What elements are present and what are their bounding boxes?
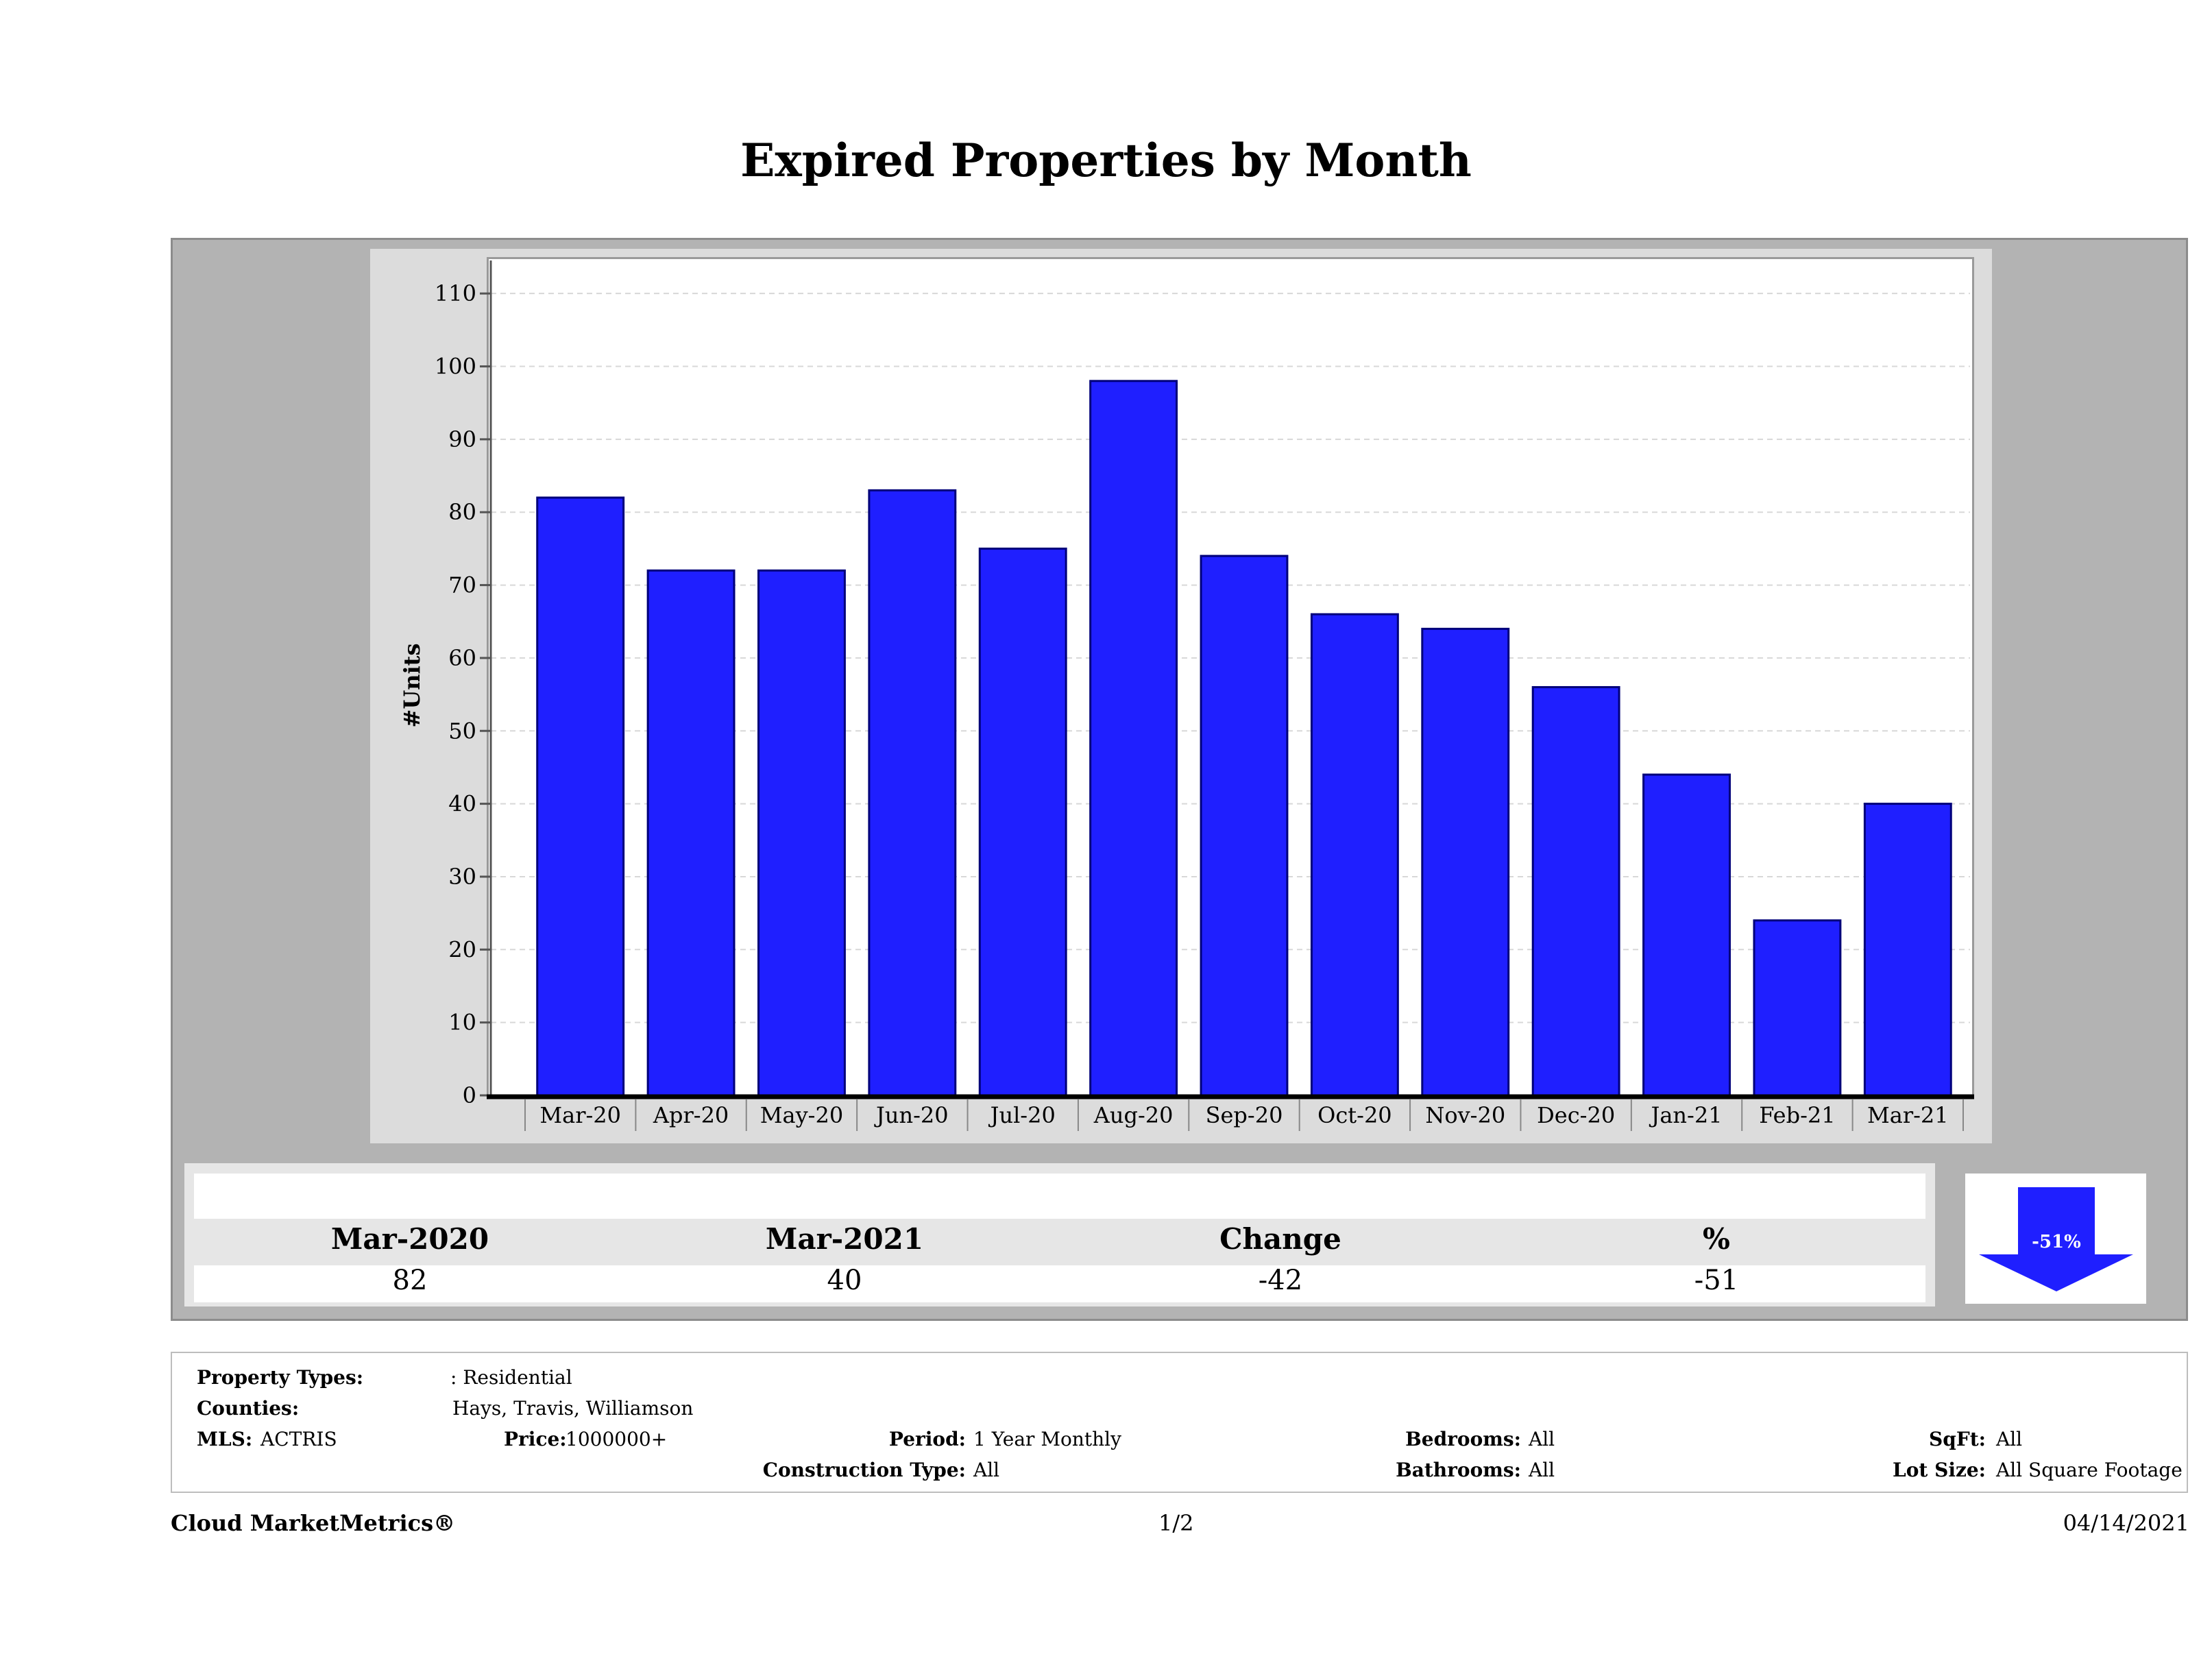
- y-tick-label: 30: [448, 864, 476, 890]
- down-arrow-icon: -51%: [1979, 1187, 2133, 1291]
- y-tick-label: 70: [448, 572, 476, 598]
- y-tick-label: 0: [463, 1082, 476, 1108]
- trend-badge: -51%: [1965, 1174, 2146, 1304]
- bar: [1200, 555, 1289, 1097]
- counties-value: Hays, Travis, Williamson: [452, 1397, 694, 1420]
- y-axis-label: #Units: [399, 644, 425, 728]
- y-tick-label: 80: [448, 499, 476, 525]
- bar: [1310, 613, 1399, 1097]
- stat-header-start: Mar-2020: [330, 1222, 489, 1256]
- report-criteria: [171, 1352, 2188, 1493]
- stat-header-percent: %: [1703, 1222, 1730, 1256]
- stat-header-change: Change: [1219, 1222, 1341, 1256]
- footer-date: 04/14/2021: [2063, 1510, 2189, 1536]
- bedrooms-value: All: [1529, 1428, 1555, 1450]
- axes: 0 10 20 30 40 50 60 70 80 90 100 110 Mar-20 Apr-20 May…: [435, 260, 1974, 1131]
- price-value: 1000000+: [566, 1428, 668, 1450]
- mls-label: MLS:: [197, 1428, 253, 1450]
- bar: [1089, 380, 1178, 1097]
- bar: [1421, 627, 1510, 1097]
- bar: [868, 489, 957, 1097]
- x-tick-label: Jul-20: [988, 1102, 1056, 1128]
- y-tick-label: 110: [435, 280, 476, 306]
- y-tick-label: 90: [448, 426, 476, 452]
- stat-value-change: -42: [1258, 1265, 1303, 1296]
- bar: [978, 547, 1067, 1097]
- x-tick-label: Sep-20: [1206, 1102, 1283, 1128]
- bar: [1642, 773, 1731, 1097]
- stats-values-row: [194, 1265, 1925, 1302]
- footer-brand: Cloud MarketMetrics®: [171, 1510, 456, 1536]
- price-label: Price:: [504, 1428, 567, 1450]
- x-tick-label: Apr-20: [653, 1102, 729, 1128]
- bar: [1753, 919, 1842, 1097]
- sqft-label: SqFt:: [1929, 1428, 1986, 1450]
- period-value: 1 Year Monthly: [973, 1428, 1121, 1450]
- stat-header-end: Mar-2021: [765, 1222, 924, 1256]
- y-tick-label: 50: [448, 718, 476, 744]
- construction-type-label: Construction Type:: [762, 1459, 966, 1481]
- y-tick-label: 60: [448, 645, 476, 671]
- bar: [1863, 803, 1952, 1097]
- property-types-label: Property Types:: [197, 1366, 364, 1389]
- x-tick-label: Oct-20: [1317, 1102, 1392, 1128]
- construction-type-value: All: [973, 1459, 1000, 1481]
- x-tick-label: May-20: [760, 1102, 843, 1128]
- x-tick-label: Jun-20: [874, 1102, 949, 1128]
- stat-value-percent: -51: [1694, 1265, 1739, 1296]
- x-tick-label: Aug-20: [1093, 1102, 1174, 1128]
- y-tick-label: 20: [448, 936, 476, 962]
- footer-page-number: 1/2: [1158, 1510, 1194, 1536]
- x-tick-label: Feb-21: [1759, 1102, 1835, 1128]
- property-types-value: : Residential: [450, 1366, 572, 1389]
- sqft-value: All: [1996, 1428, 2023, 1450]
- x-tick-label: Dec-20: [1537, 1102, 1615, 1128]
- bar: [1531, 685, 1620, 1097]
- x-tick-label: Mar-20: [539, 1102, 621, 1128]
- trend-badge-label: -51%: [2032, 1232, 2081, 1252]
- bar: [757, 569, 846, 1097]
- period-label: Period:: [888, 1428, 966, 1450]
- y-tick-label: 10: [448, 1010, 476, 1036]
- lot-size-value: All Square Footage: [1996, 1459, 2183, 1481]
- bar: [536, 496, 625, 1097]
- lot-size-label: Lot Size:: [1893, 1459, 1986, 1481]
- bathrooms-label: Bathrooms:: [1396, 1459, 1521, 1481]
- x-tick-label: Mar-21: [1867, 1102, 1949, 1128]
- y-tick-label: 100: [435, 354, 476, 380]
- y-tick-label: 40: [448, 791, 476, 817]
- stat-value-end: 40: [827, 1265, 862, 1296]
- page-title: Expired Properties by Month: [740, 134, 1472, 187]
- stat-value-start: 82: [392, 1265, 428, 1296]
- x-tick-label: Jan-21: [1649, 1102, 1723, 1128]
- x-tick-label: Nov-20: [1425, 1102, 1505, 1128]
- bars: [536, 380, 1952, 1097]
- bathrooms-value: All: [1529, 1459, 1555, 1481]
- mls-value: ACTRIS: [260, 1428, 337, 1450]
- bar: [646, 569, 736, 1097]
- counties-label: Counties:: [197, 1397, 300, 1420]
- stats-spacer: [194, 1174, 1925, 1219]
- bedrooms-label: Bedrooms:: [1405, 1428, 1521, 1450]
